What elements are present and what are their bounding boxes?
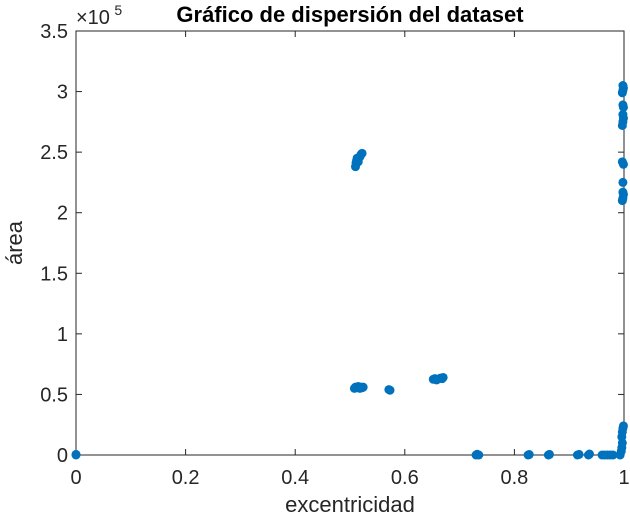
scatter-point xyxy=(584,449,594,459)
x-tick-label: 0.4 xyxy=(281,467,309,489)
y-tick-label: 2.5 xyxy=(40,142,68,164)
y-tick-label: 3 xyxy=(57,82,68,104)
scatter-point xyxy=(574,449,584,459)
scatter-point xyxy=(438,372,448,382)
scatter-point xyxy=(618,421,628,431)
scatter-point xyxy=(618,187,628,197)
plot-area xyxy=(75,30,625,456)
y-tick-label: 1.5 xyxy=(40,263,68,285)
scatter-point xyxy=(618,100,628,110)
y-tick-label: 2 xyxy=(57,203,68,225)
x-axis-label: excentricidad xyxy=(285,492,415,517)
scatter-point xyxy=(358,382,368,392)
scatter-point xyxy=(617,157,627,167)
scatter-point xyxy=(544,449,554,459)
x-tick-label: 0.6 xyxy=(391,467,419,489)
scatter-point xyxy=(608,450,618,460)
y-axis-label: área xyxy=(2,220,27,265)
scatter-point xyxy=(357,148,367,158)
scatter-point xyxy=(385,385,395,395)
y-tick-label: 1 xyxy=(57,324,68,346)
scatter-point xyxy=(524,450,534,460)
y-tick-label: 3.5 xyxy=(40,21,68,43)
x-tick-label: 0.2 xyxy=(172,467,200,489)
scatter-point xyxy=(618,110,628,120)
y-tick-label: 0.5 xyxy=(40,384,68,406)
y-multiplier-base: ×10 xyxy=(76,7,110,29)
scatter-point xyxy=(618,177,628,187)
scatter-point xyxy=(618,81,628,91)
scatter-point xyxy=(71,449,81,459)
y-multiplier-exponent: 5 xyxy=(114,2,122,18)
y-axis-multiplier: ×10 5 xyxy=(76,2,122,29)
x-tick-label: 0 xyxy=(70,467,81,489)
chart-title: Gráfico de dispersión del dataset xyxy=(176,2,524,27)
x-tick-label: 1 xyxy=(618,467,629,489)
data-points xyxy=(71,81,628,460)
x-tick-label: 0.8 xyxy=(500,467,528,489)
scatter-point xyxy=(474,450,484,460)
y-tick-label: 0 xyxy=(57,445,68,467)
